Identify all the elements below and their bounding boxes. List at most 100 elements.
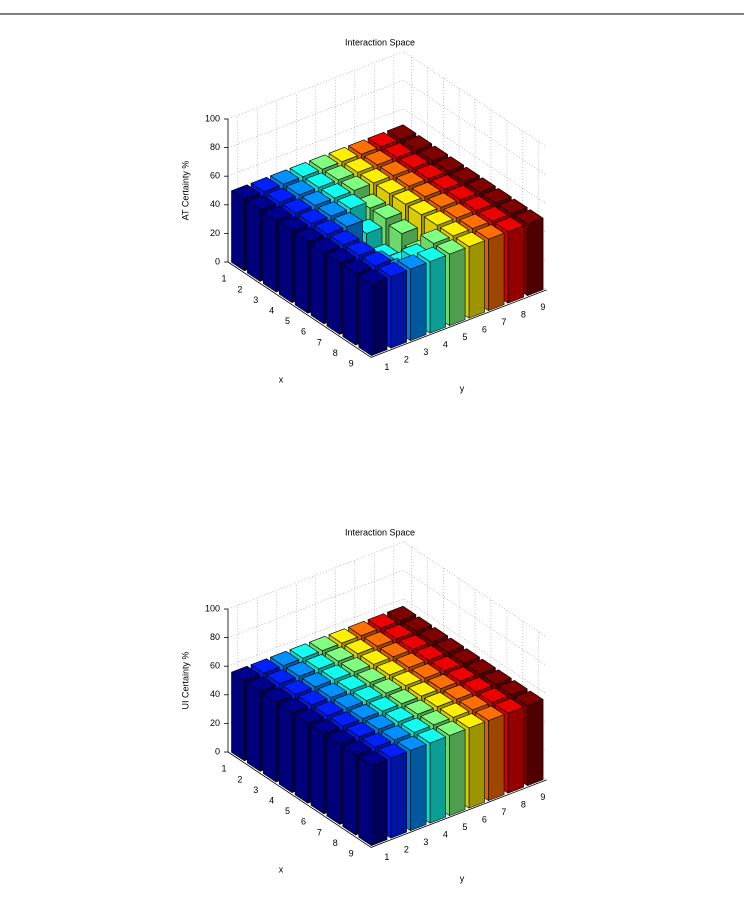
bar-face [294,708,324,724]
x-tick-label: 7 [317,827,322,837]
bar-face [427,673,457,690]
bar-face [418,627,449,643]
bar-face [247,201,261,282]
bar-face [342,746,356,836]
bar-face [434,156,464,172]
x-tick-label: 7 [317,337,322,347]
bar-face [429,255,446,334]
bar-face [431,655,461,671]
bar-face [342,740,372,756]
bar-face [482,669,512,685]
bar-face [507,225,524,304]
bar-face [392,670,422,686]
bar-face [321,183,351,199]
bar-face [231,671,245,762]
bar-face [367,613,397,629]
x-tick-label: 8 [333,348,338,358]
bar-face [395,171,425,187]
bar-face [455,231,485,247]
bar-face [365,714,395,730]
bar-face [286,661,316,677]
bar-face [392,189,422,205]
bar-face [468,240,485,319]
bar-face [404,699,434,715]
bar-face [410,744,427,831]
y-axis-label: y [460,383,465,393]
bar-face [344,638,374,655]
bar-face [420,228,450,244]
bar-face [298,690,328,706]
bar-face [466,658,496,675]
bar-face [337,193,367,209]
y-tick-label: 7 [501,807,506,817]
bar-face [436,720,466,736]
bar-face [416,246,446,262]
bar-face [450,166,480,182]
bar-face [358,269,388,285]
bar-face [459,213,489,229]
bar-face [416,728,446,744]
bar-face [328,628,358,644]
bar-face [356,667,386,683]
bar-face [383,623,413,640]
bar-face [415,163,445,179]
x-tick-label: 4 [269,305,274,315]
axis-line [227,609,547,848]
bar-face [270,650,300,667]
bar-face [262,211,277,293]
bar [358,269,388,356]
bar-face [266,668,296,685]
bar-face [488,232,505,311]
bar-face [317,682,347,698]
bar-face [388,688,418,705]
bar-face [436,239,466,255]
bar-face [301,190,332,206]
bar-face [353,685,383,701]
bar-face [326,254,341,335]
bar-face [321,664,351,680]
x-tick-label: 3 [253,785,258,795]
bar-face [468,721,485,809]
bar-face [342,264,356,346]
bar-face [395,652,425,668]
bar-face [488,714,505,801]
bar-face [403,616,433,632]
y-tick-label: 5 [462,822,467,832]
bar-face [278,216,308,232]
bar-face [326,729,356,745]
y-tick-label: 3 [423,837,428,847]
bar-face [358,750,388,766]
bar-face [415,645,445,661]
bar-face [337,675,367,691]
bar-face [411,181,441,197]
bar-face [310,237,340,253]
bar-face [443,684,473,700]
bar-face [247,676,277,692]
bar-face [310,718,340,735]
bar-face [314,700,344,716]
y-tick-label: 6 [482,325,487,335]
bar-face [410,262,427,341]
bar-face [449,247,466,326]
bar-face [494,216,524,232]
bar-face [478,206,509,222]
bar-face [310,724,325,815]
bar-face [294,714,309,804]
bar-face [305,172,335,188]
bar-face [388,219,418,234]
x-tick-label: 2 [237,284,242,294]
y-tick-label: 5 [462,332,467,342]
bar-face [294,232,309,314]
bar-face [390,751,407,839]
bar-face [403,135,433,151]
bar-face [385,706,415,723]
x-tick-label: 1 [221,764,226,774]
bar-face [289,643,319,659]
bar-face [514,209,544,225]
bar-face [270,169,300,185]
bar-face [342,258,372,274]
bar-face [408,200,438,216]
y-tick-label: 2 [404,355,409,365]
bar-face [463,195,493,211]
bar-face [372,204,402,220]
